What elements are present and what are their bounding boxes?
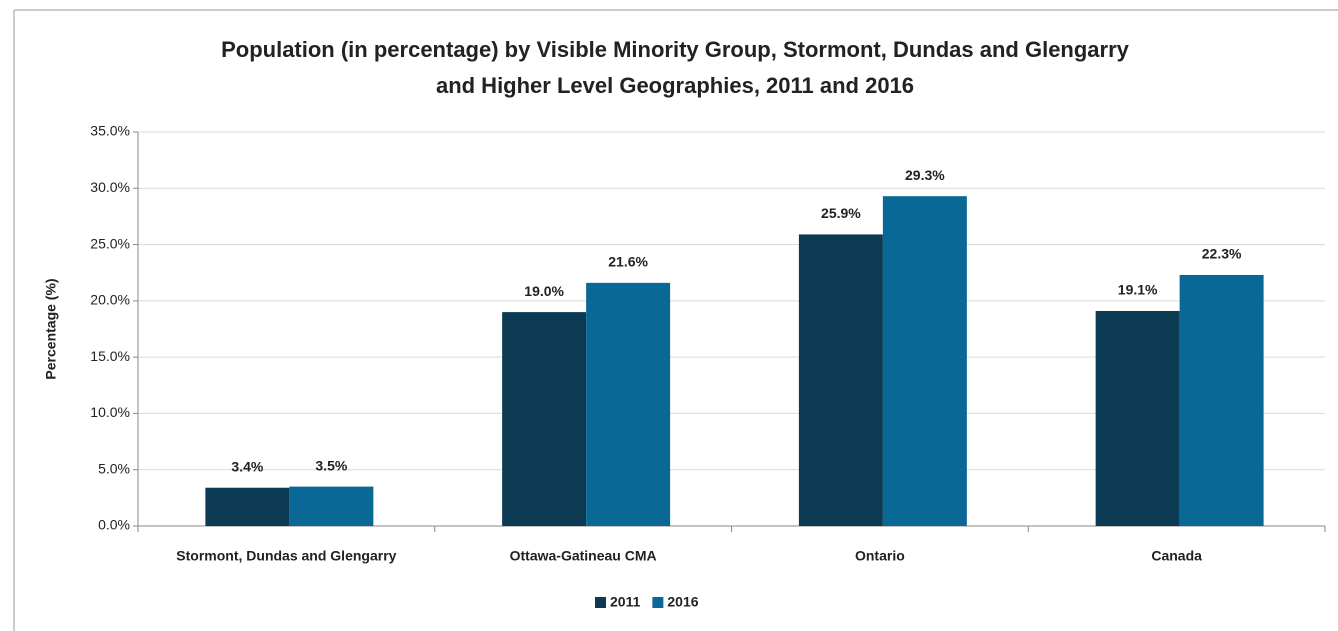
bar	[882, 196, 967, 526]
y-tick-label: 20.0%	[90, 292, 130, 308]
x-tick-label: Ontario	[855, 548, 905, 564]
value-label: 3.4%	[231, 458, 263, 474]
value-label: 21.6%	[608, 254, 648, 270]
bar	[289, 486, 374, 526]
x-tick-label: Stormont, Dundas and Glengarry	[176, 548, 396, 564]
y-tick-label: 10.0%	[90, 404, 130, 420]
chart-title: and Higher Level Geographies, 2011 and 2…	[436, 73, 914, 98]
y-tick-label: 0.0%	[98, 517, 130, 533]
bar	[205, 487, 290, 526]
legend-swatch	[595, 597, 606, 608]
y-tick-label: 30.0%	[90, 179, 130, 195]
y-tick-label: 5.0%	[98, 460, 130, 476]
value-label: 25.9%	[821, 205, 861, 221]
chart-title: Population (in percentage) by Visible Mi…	[221, 37, 1130, 62]
legend-label: 2016	[667, 594, 698, 610]
x-tick-label: Canada	[1151, 548, 1202, 564]
y-axis-label: Percentage (%)	[43, 278, 59, 379]
value-label: 3.5%	[315, 457, 347, 473]
bar	[586, 282, 671, 526]
value-label: 22.3%	[1202, 246, 1242, 262]
bar	[1095, 310, 1180, 526]
bar	[1179, 274, 1264, 526]
value-label: 29.3%	[905, 167, 945, 183]
y-tick-label: 25.0%	[90, 235, 130, 251]
bar	[798, 234, 883, 526]
legend-swatch	[652, 597, 664, 608]
legend-label: 2011	[610, 594, 641, 610]
y-tick-label: 15.0%	[90, 348, 130, 364]
value-label: 19.1%	[1118, 282, 1158, 298]
x-tick-label: Ottawa-Gatineau CMA	[510, 548, 657, 564]
value-label: 19.0%	[524, 283, 564, 299]
y-tick-label: 35.0%	[90, 123, 130, 139]
bar	[502, 312, 587, 526]
